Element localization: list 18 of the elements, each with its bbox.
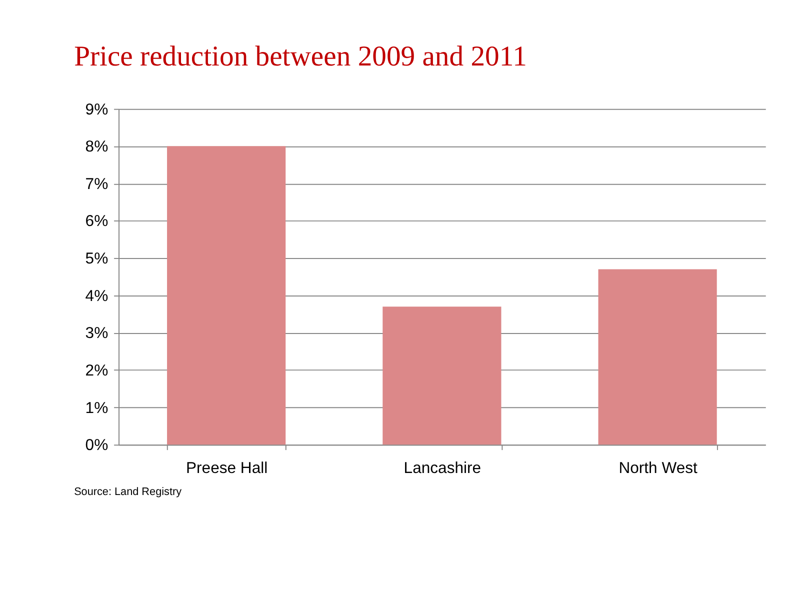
y-tick-label: 4%	[85, 288, 108, 305]
x-tick-label: North West	[618, 460, 698, 477]
bar	[167, 146, 286, 445]
y-tick-label: 1%	[85, 400, 108, 417]
y-tick-label: 5%	[85, 250, 108, 268]
x-tick-label: Preese Hall	[186, 460, 268, 477]
x-tick-label: Lancashire	[404, 460, 482, 477]
y-tick-label: 9%	[85, 101, 108, 118]
y-tick-label: 8%	[85, 138, 108, 156]
source-note: Source: Land Registry	[74, 486, 182, 498]
y-tick-label: 7%	[85, 176, 108, 193]
y-tick-label: 0%	[85, 437, 108, 454]
y-tick-label: 6%	[85, 213, 108, 230]
bar	[382, 306, 502, 445]
bar	[598, 269, 717, 445]
y-tick-label: 3%	[85, 325, 108, 342]
y-tick-label: 2%	[85, 362, 108, 380]
chart-title: Price reduction between 2009 and 2011	[74, 40, 527, 72]
